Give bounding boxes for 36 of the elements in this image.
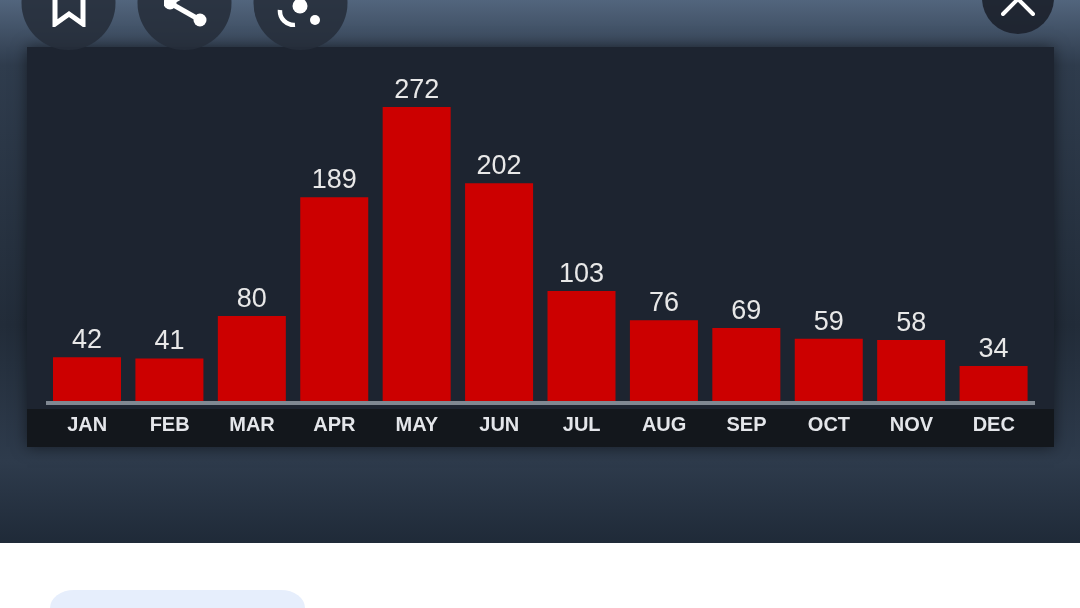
data-label: 41 bbox=[154, 325, 185, 356]
bar bbox=[135, 358, 204, 403]
x-tick-label: OCT bbox=[807, 413, 851, 436]
x-tick-label: MAR bbox=[229, 413, 276, 436]
x-tick-label: SEP bbox=[726, 413, 767, 436]
bar bbox=[712, 327, 781, 403]
x-tick-label: AUG bbox=[641, 413, 687, 436]
x-tick-label: JAN bbox=[67, 413, 108, 436]
bar bbox=[629, 320, 698, 403]
data-label: 58 bbox=[896, 306, 927, 337]
data-label: 76 bbox=[648, 287, 679, 318]
x-tick-label: APR bbox=[313, 413, 357, 436]
x-tick-label: FEB bbox=[149, 413, 190, 436]
bar bbox=[300, 197, 369, 403]
data-label: 69 bbox=[731, 294, 762, 325]
bar bbox=[382, 107, 451, 403]
x-tick-label: MAY bbox=[395, 413, 439, 436]
data-label: 59 bbox=[813, 305, 844, 336]
data-label: 34 bbox=[978, 333, 1009, 363]
data-label: 42 bbox=[71, 324, 103, 355]
bar bbox=[877, 339, 946, 403]
data-label: 189 bbox=[311, 164, 357, 195]
bar bbox=[217, 315, 286, 403]
x-tick-label: NOV bbox=[889, 413, 934, 436]
bar bbox=[959, 366, 1028, 403]
data-label: 202 bbox=[476, 150, 522, 181]
data-label: 103 bbox=[558, 257, 605, 288]
bar bbox=[465, 183, 534, 403]
data-label: 272 bbox=[394, 74, 440, 104]
data-label: 80 bbox=[236, 282, 267, 313]
x-tick-label: DEC bbox=[972, 413, 1015, 436]
bar bbox=[547, 290, 616, 403]
x-tick-label: JUN bbox=[479, 413, 520, 436]
bar bbox=[794, 338, 863, 403]
bar bbox=[53, 357, 121, 403]
x-tick-label: JUL bbox=[562, 413, 601, 436]
